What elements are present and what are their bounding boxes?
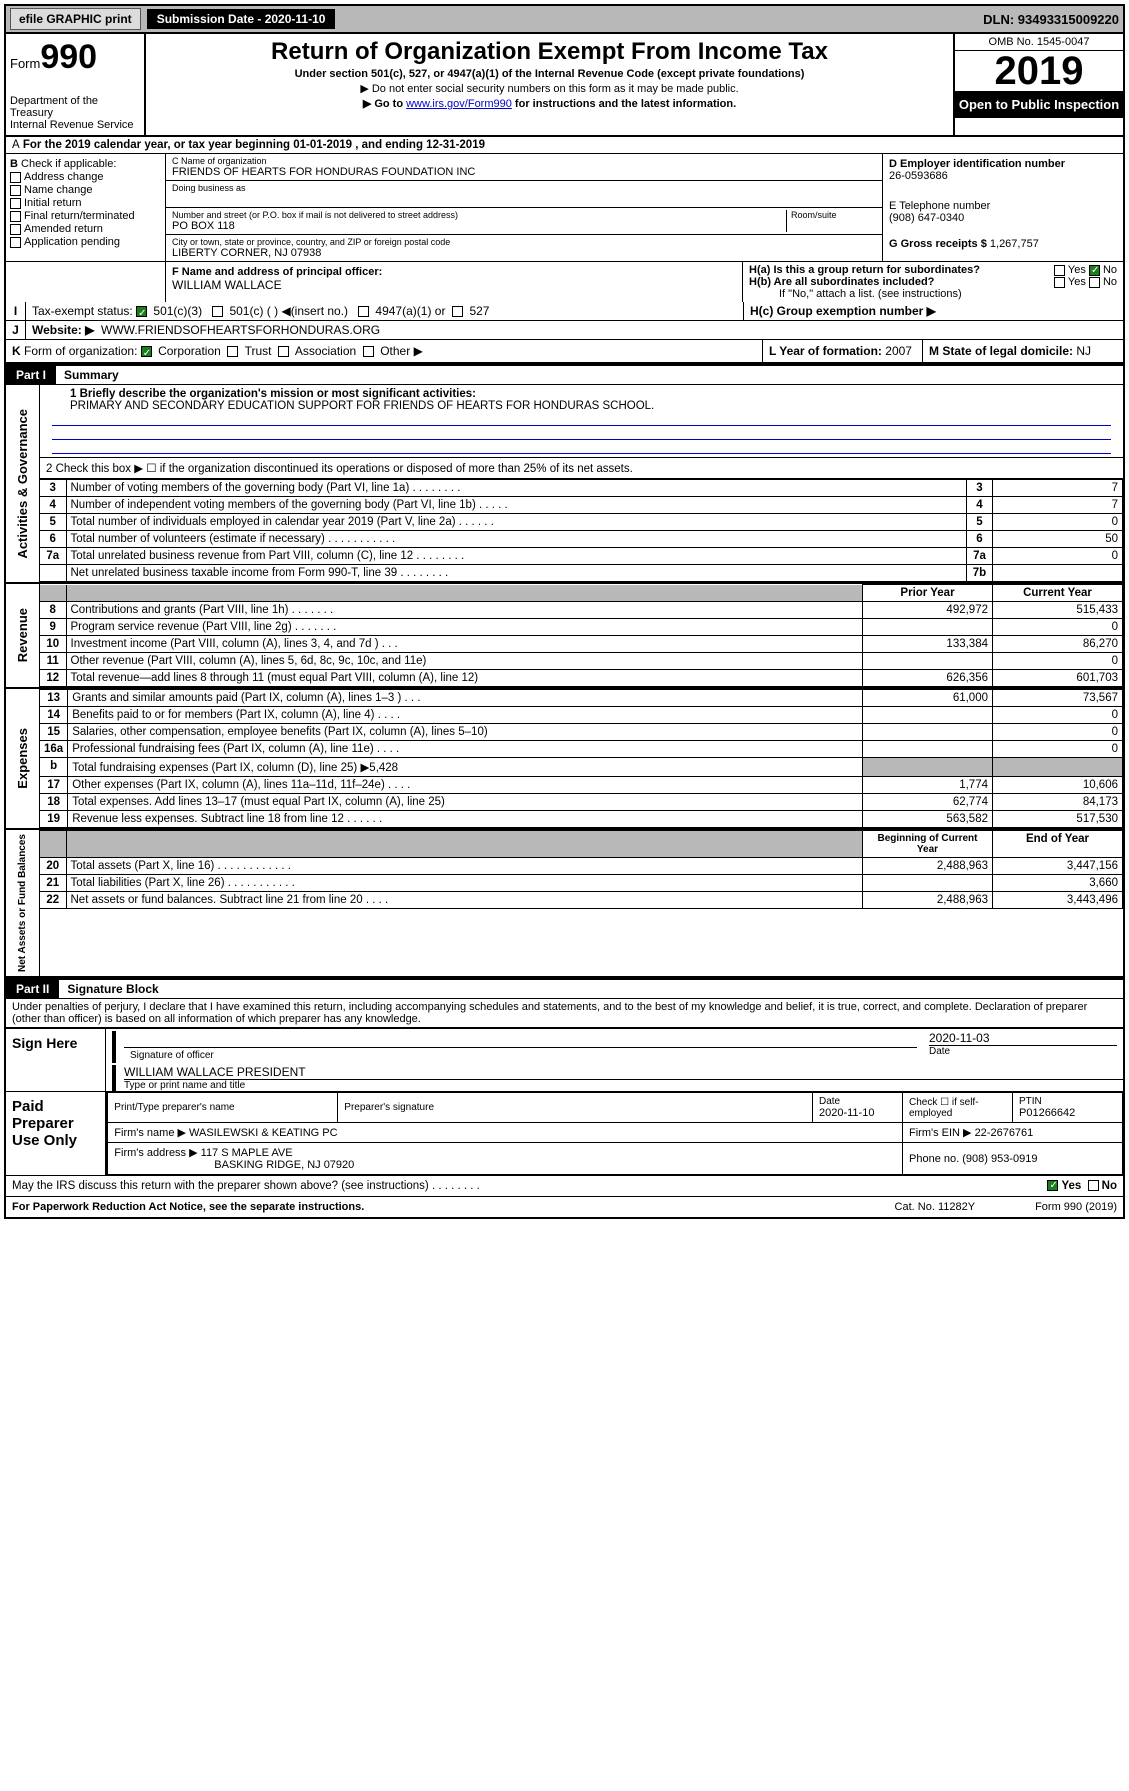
top-toolbar: efile GRAPHIC print Submission Date - 20…: [6, 6, 1123, 34]
paid-preparer: Paid Preparer Use Only Print/Type prepar…: [6, 1092, 1123, 1176]
chk-amended[interactable]: Amended return: [10, 223, 161, 235]
expense-table: 13Grants and similar amounts paid (Part …: [40, 689, 1123, 828]
section-a-block: A For the 2019 calendar year, or tax yea…: [6, 137, 1123, 364]
summary-net-assets: Net Assets or Fund Balances Beginning of…: [6, 830, 1123, 978]
section-hc: H(c) Group exemption number ▶: [743, 302, 1123, 320]
firm-phone: (908) 953-0919: [962, 1153, 1037, 1165]
submission-date: Submission Date - 2020-11-10: [147, 9, 336, 29]
summary-revenue: Revenue Prior YearCurrent Year 8Contribu…: [6, 584, 1123, 689]
firm-addr: 117 S MAPLE AVE: [201, 1147, 293, 1159]
discuss-question: May the IRS discuss this return with the…: [6, 1176, 1123, 1196]
year-formation: L Year of formation: 2007: [763, 340, 923, 362]
form-subtitle: Under section 501(c), 527, or 4947(a)(1)…: [154, 68, 945, 80]
firm-ein: 22-2676761: [975, 1127, 1034, 1139]
line-a-calendar: A For the 2019 calendar year, or tax yea…: [6, 137, 1123, 154]
section-d-e-g: D Employer identification number 26-0593…: [883, 154, 1123, 261]
section-c-org-info: C Name of organizationFRIENDS OF HEARTS …: [166, 154, 883, 261]
irs-link[interactable]: www.irs.gov/Form990: [406, 98, 512, 110]
tax-year: 2019: [955, 51, 1123, 91]
officer-name: WILLIAM WALLACE PRESIDENT: [124, 1065, 1123, 1080]
org-name: FRIENDS OF HEARTS FOR HONDURAS FOUNDATIO…: [172, 166, 876, 178]
chk-discuss-no[interactable]: [1088, 1180, 1099, 1191]
form-of-org: K Form of organization: Corporation Trus…: [6, 340, 763, 362]
sign-date: 2020-11-03: [929, 1031, 1117, 1045]
state-domicile: M State of legal domicile: NJ: [923, 340, 1123, 362]
form-990-page: efile GRAPHIC print Submission Date - 20…: [4, 4, 1125, 1219]
summary-expenses: Expenses 13Grants and similar amounts pa…: [6, 689, 1123, 830]
dept-treasury: Department of the Treasury Internal Reve…: [10, 95, 140, 131]
summary-governance: Activities & Governance 1 Briefly descri…: [6, 385, 1123, 584]
chk-501c3[interactable]: [136, 306, 147, 317]
mission-text: PRIMARY AND SECONDARY EDUCATION SUPPORT …: [46, 400, 654, 412]
ssn-note: ▶ Do not enter social security numbers o…: [154, 82, 945, 95]
signature-section: Sign Here Signature of officer 2020-11-0…: [6, 1027, 1123, 1092]
form-header: Form990 Department of the Treasury Inter…: [6, 34, 1123, 137]
ptin: P01266642: [1019, 1107, 1116, 1119]
chk-app-pending[interactable]: Application pending: [10, 236, 161, 248]
efile-print-button[interactable]: efile GRAPHIC print: [10, 8, 141, 30]
website: WWW.FRIENDSOFHEARTSFORHONDURAS.ORG: [101, 323, 380, 337]
perjury-text: Under penalties of perjury, I declare th…: [6, 999, 1123, 1027]
chk-final-return[interactable]: Final return/terminated: [10, 210, 161, 222]
chk-address-change[interactable]: Address change: [10, 171, 161, 183]
tax-exempt-status: Tax-exempt status: 501(c)(3) 501(c) ( ) …: [26, 302, 743, 320]
page-footer: For Paperwork Reduction Act Notice, see …: [6, 1196, 1123, 1217]
chk-initial-return[interactable]: Initial return: [10, 197, 161, 209]
section-h: H(a) Is this a group return for subordin…: [743, 262, 1123, 302]
chk-name-change[interactable]: Name change: [10, 184, 161, 196]
net-table: Beginning of Current YearEnd of Year 20T…: [40, 830, 1123, 909]
ein: 26-0593686: [889, 170, 1117, 182]
line-2: 2 Check this box ▶ ☐ if the organization…: [40, 458, 1123, 479]
phone: (908) 647-0340: [889, 212, 1117, 224]
form-title: Return of Organization Exempt From Incom…: [154, 38, 945, 66]
firm-name: WASILEWSKI & KEATING PC: [189, 1127, 338, 1139]
city-state-zip: LIBERTY CORNER, NJ 07938: [172, 247, 876, 259]
gov-table: 3Number of voting members of the governi…: [40, 479, 1123, 582]
dln-number: DLN: 93493315009220: [983, 12, 1119, 27]
chk-discuss-yes[interactable]: [1047, 1180, 1058, 1191]
street-address: PO BOX 118: [172, 220, 786, 232]
part1-header: Part ISummary: [6, 364, 1123, 385]
form-number: Form990: [10, 38, 140, 77]
open-to-public: Open to Public Inspection: [955, 91, 1123, 118]
goto-note: ▶ Go to www.irs.gov/Form990 for instruct…: [154, 97, 945, 110]
principal-officer: WILLIAM WALLACE: [172, 278, 736, 292]
section-b-checkboxes: B Check if applicable: Address change Na…: [6, 154, 166, 261]
gross-receipts: 1,267,757: [990, 238, 1039, 250]
revenue-table: Prior YearCurrent Year 8Contributions an…: [40, 584, 1123, 687]
part2-header: Part IISignature Block: [6, 978, 1123, 999]
